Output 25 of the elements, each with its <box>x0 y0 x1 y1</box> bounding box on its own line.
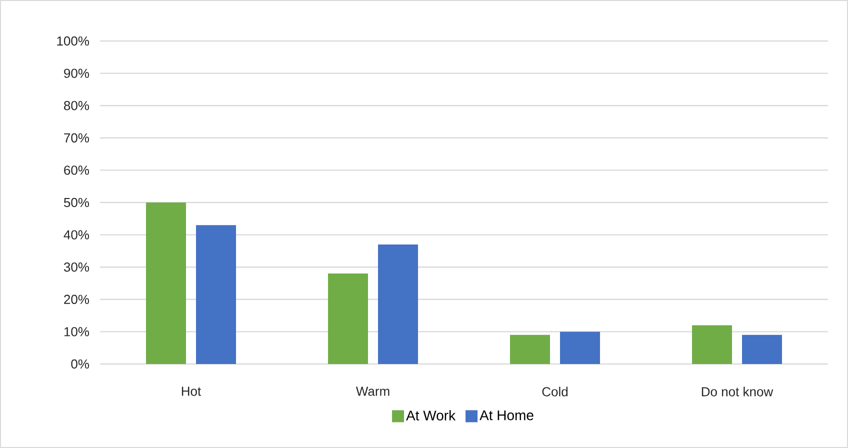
y-tick-label: 70% <box>64 133 89 142</box>
legend-label: At Home <box>480 410 534 420</box>
y-tick-label: 60% <box>64 166 89 175</box>
y-tick-label: 0% <box>71 359 89 369</box>
y-tick-label: 80% <box>64 100 89 110</box>
bar <box>560 332 600 364</box>
y-tick-label: 50% <box>64 198 89 208</box>
bar <box>196 225 236 364</box>
y-tick-label: 40% <box>64 230 89 240</box>
y-tick-label: 10% <box>64 327 89 336</box>
x-tick-label: Warm <box>356 386 390 396</box>
legend-label: At Work <box>406 410 456 420</box>
bar <box>692 325 732 364</box>
bar <box>742 334 782 364</box>
bar <box>510 334 550 364</box>
y-tick-label: 30% <box>64 262 89 272</box>
bar <box>146 202 186 364</box>
x-tick-label: Hot <box>182 386 202 396</box>
y-tick-label: 20% <box>64 294 89 304</box>
bar <box>378 244 418 364</box>
bar <box>328 274 368 364</box>
y-tick-label: 90% <box>64 68 89 78</box>
x-tick-label: Do not know <box>702 386 774 396</box>
x-tick-label: Cold <box>542 386 568 396</box>
y-tick-label: 100% <box>57 36 89 46</box>
